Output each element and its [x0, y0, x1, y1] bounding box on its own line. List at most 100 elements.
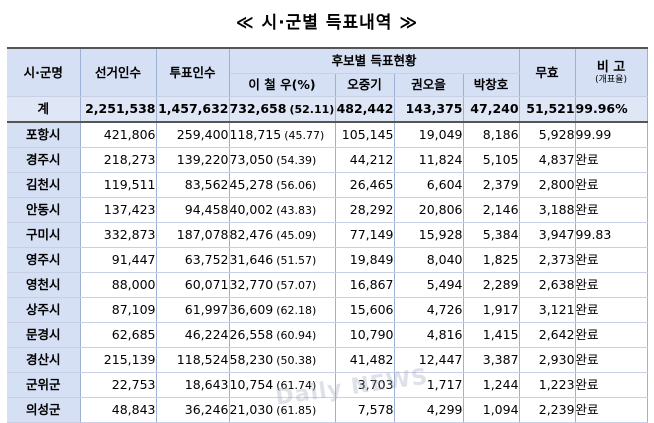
lee-votes: 45,278 — [229, 176, 274, 192]
oh-cell: 15,606 — [335, 297, 395, 323]
kwon-cell: 4,299 — [394, 397, 464, 423]
votes-cell: 36,246 — [156, 397, 230, 423]
kwon-cell: 15,928 — [394, 222, 464, 248]
lee-cell: 58,230 (50.38) — [229, 347, 336, 373]
city-name: 군위군 — [7, 372, 81, 398]
total-invalid: 51,521 — [519, 96, 576, 123]
invalid-cell: 3,188 — [519, 197, 576, 223]
kwon-cell: 19,049 — [394, 122, 464, 148]
page-title: ≪ 시·군별 득표내역 ≫ — [235, 13, 419, 33]
votes-cell: 83,562 — [156, 172, 230, 198]
lee-votes: 31,646 — [229, 251, 274, 267]
kwon-cell: 4,816 — [394, 322, 464, 348]
lee-pct: (57.07) — [276, 278, 317, 292]
kwon-cell: 12,447 — [394, 347, 464, 373]
header-note-label: 비 고 — [596, 59, 626, 75]
lee-pct: (61.85) — [276, 403, 317, 417]
oh-cell: 3,703 — [335, 372, 395, 398]
lee-pct: (45.77) — [284, 128, 325, 142]
park-cell: 1,415 — [463, 322, 520, 348]
oh-cell: 19,849 — [335, 247, 395, 273]
total-row: 계 2,251,538 1,457,632 732,658 (52.11) 482… — [7, 96, 648, 123]
total-label: 계 — [7, 96, 81, 123]
votes-cell: 118,524 — [156, 347, 230, 373]
city-name: 영주시 — [7, 247, 81, 273]
lee-pct: (43.83) — [276, 203, 317, 217]
lee-votes: 26,558 — [229, 326, 274, 342]
invalid-cell: 2,373 — [519, 247, 576, 273]
city-name: 경주시 — [7, 147, 81, 173]
oh-cell: 41,482 — [335, 347, 395, 373]
header-voters: 선거인수 — [80, 47, 157, 97]
header-candidate-oh: 오중기 — [335, 73, 395, 97]
lee-cell: 21,030 (61.85) — [229, 397, 336, 423]
total-park: 47,240 — [463, 96, 520, 123]
lee-cell: 10,754 (61.74) — [229, 372, 336, 398]
table-row: 의성군 48,843 36,246 21,030 (61.85) 7,578 4,299 1,… — [7, 397, 648, 423]
park-cell: 5,384 — [463, 222, 520, 248]
votes-cell: 60,071 — [156, 272, 230, 298]
park-cell: 3,387 — [463, 347, 520, 373]
total-votes: 1,457,632 — [156, 96, 230, 123]
note-cell: 완료 — [575, 347, 648, 373]
city-name: 포항시 — [7, 122, 81, 148]
lee-cell: 32,770 (57.07) — [229, 272, 336, 298]
invalid-cell: 2,800 — [519, 172, 576, 198]
park-cell: 8,186 — [463, 122, 520, 148]
oh-cell: 16,867 — [335, 272, 395, 298]
table-row: 영주시 91,447 63,752 31,646 (51.57) 19,849 8,040 1… — [7, 247, 648, 273]
votes-cell: 139,220 — [156, 147, 230, 173]
kwon-cell: 5,494 — [394, 272, 464, 298]
invalid-cell: 2,638 — [519, 272, 576, 298]
note-cell: 99.83 — [575, 222, 648, 248]
city-name: 상주시 — [7, 297, 81, 323]
invalid-cell: 3,947 — [519, 222, 576, 248]
lee-cell: 82,476 (45.09) — [229, 222, 336, 248]
city-name: 구미시 — [7, 222, 81, 248]
votes-cell: 187,078 — [156, 222, 230, 248]
voters-cell: 91,447 — [80, 247, 157, 273]
note-cell: 완료 — [575, 297, 648, 323]
table-row: 김천시 119,511 83,562 45,278 (56.06) 26,465 6,604… — [7, 172, 648, 198]
park-cell: 1,244 — [463, 372, 520, 398]
lee-pct: (45.09) — [276, 228, 317, 242]
lee-cell: 31,646 (51.57) — [229, 247, 336, 273]
invalid-cell: 5,928 — [519, 122, 576, 148]
header-note-sub: (개표율) — [595, 74, 627, 85]
lee-votes: 82,476 — [229, 226, 274, 242]
park-cell: 1,094 — [463, 397, 520, 423]
city-name: 안동시 — [7, 197, 81, 223]
total-lee: 732,658 (52.11) — [229, 96, 336, 123]
table-row: 영천시 88,000 60,071 32,770 (57.07) 16,867 5,494 2… — [7, 272, 648, 298]
lee-votes: 32,770 — [229, 276, 274, 292]
lee-cell: 36,609 (62.18) — [229, 297, 336, 323]
header-candidates-group: 후보별 득표현황 — [229, 47, 520, 74]
header-candidate-kwon: 권오을 — [394, 73, 464, 97]
kwon-cell: 20,806 — [394, 197, 464, 223]
table-row: 안동시 137,423 94,458 40,002 (43.83) 28,292 20,80… — [7, 197, 648, 223]
lee-votes: 36,609 — [229, 301, 274, 317]
invalid-cell: 2,239 — [519, 397, 576, 423]
invalid-cell: 2,642 — [519, 322, 576, 348]
lee-pct: (56.06) — [276, 178, 317, 192]
votes-cell: 259,400 — [156, 122, 230, 148]
total-lee-pct: (52.11) — [289, 102, 335, 116]
park-cell: 2,146 — [463, 197, 520, 223]
lee-votes: 58,230 — [229, 351, 274, 367]
lee-pct: (62.18) — [276, 303, 317, 317]
kwon-cell: 6,604 — [394, 172, 464, 198]
city-name: 문경시 — [7, 322, 81, 348]
table-row: 포항시 421,806 259,400 118,715 (45.77) 105,145 19… — [7, 122, 648, 148]
invalid-cell: 2,930 — [519, 347, 576, 373]
header-candidate-park: 박창호 — [463, 73, 520, 97]
voters-cell: 332,873 — [80, 222, 157, 248]
park-cell: 2,379 — [463, 172, 520, 198]
kwon-cell: 11,824 — [394, 147, 464, 173]
lee-pct: (61.74) — [276, 378, 317, 392]
voters-cell: 88,000 — [80, 272, 157, 298]
lee-votes: 73,050 — [229, 151, 274, 167]
invalid-cell: 4,837 — [519, 147, 576, 173]
total-kwon: 143,375 — [394, 96, 464, 123]
votes-cell: 46,224 — [156, 322, 230, 348]
total-oh: 482,442 — [335, 96, 395, 123]
